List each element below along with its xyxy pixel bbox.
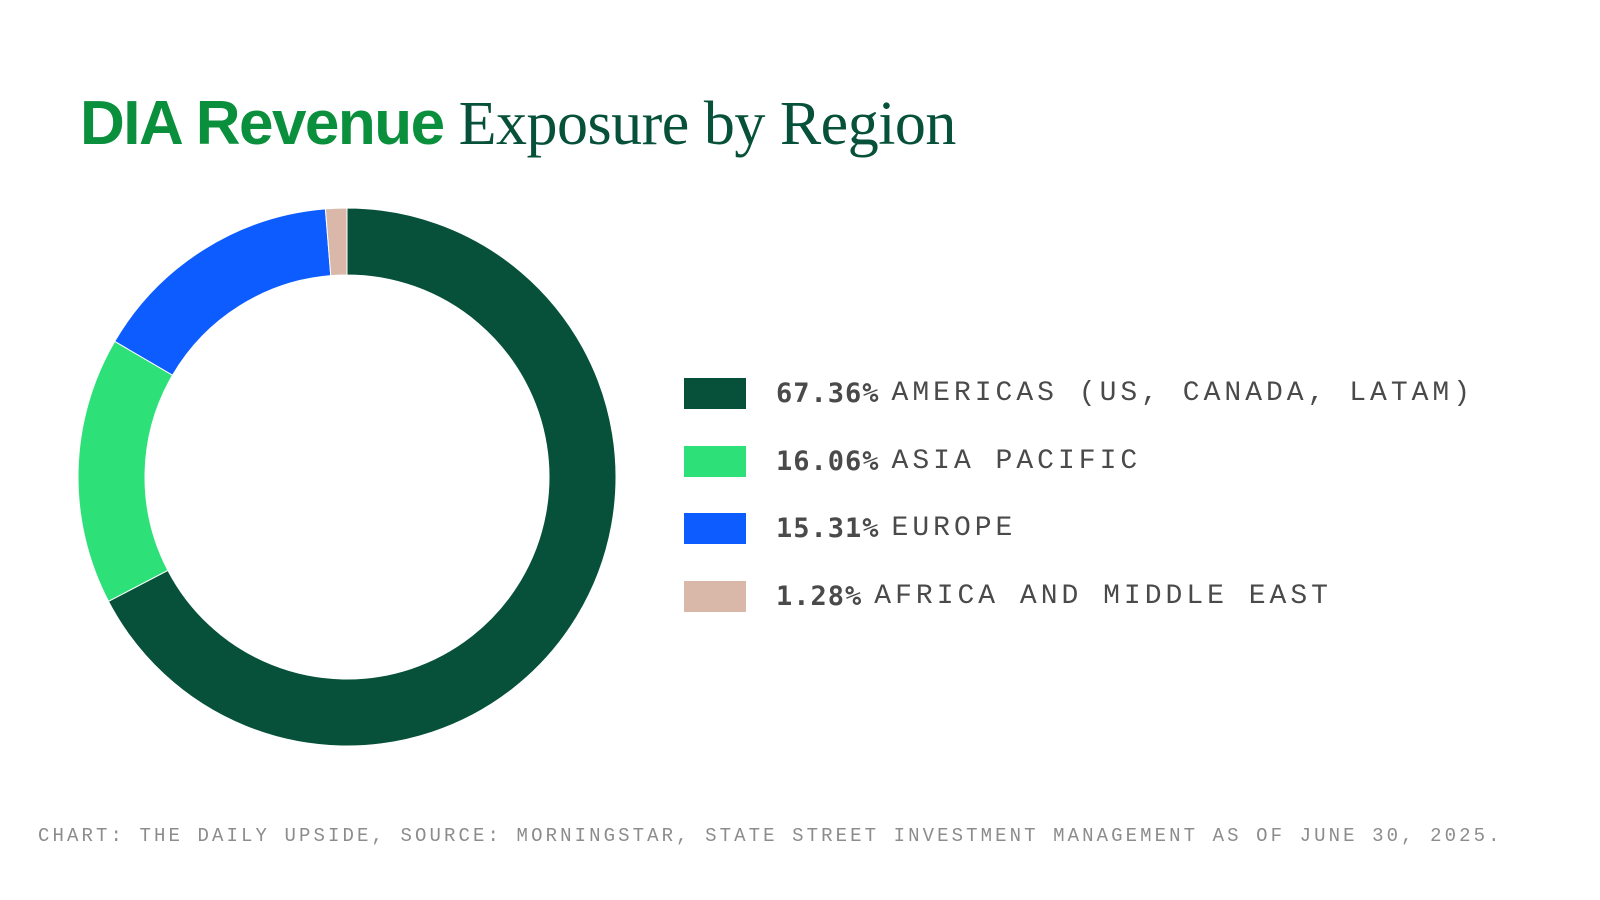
legend-swatch [684, 445, 746, 477]
legend-label: ASIA PACIFIC [891, 445, 1142, 477]
donut-segment-americas-us-canada-latam [107, 207, 617, 747]
legend-label: EUROPE [891, 513, 1017, 545]
legend-value: 1.28% [776, 580, 863, 612]
legend-label: AFRICA AND MIDDLE EAST [874, 580, 1332, 612]
source-note: CHART: THE DAILY UPSIDE, SOURCE: MORNING… [38, 825, 1503, 847]
legend-value: 16.06% [776, 445, 880, 477]
legend-item-asia-pacific: 16.06% ASIA PACIFIC [684, 428, 1474, 496]
legend-swatch [684, 580, 746, 612]
legend: 67.36% AMERICAS (US, CANADA, LATAM) 16.0… [684, 360, 1474, 630]
donut-segment-europe [114, 208, 332, 376]
chart-title-serif: Exposure by Region [458, 90, 957, 158]
legend-swatch [684, 513, 746, 545]
chart-title: DIA Revenue Exposure by Region [80, 88, 956, 160]
legend-value: 15.31% [776, 513, 880, 545]
donut-segment-asia-pacific [77, 340, 174, 603]
legend-swatch [684, 378, 746, 410]
donut-segment-africa-and-middle-east [324, 207, 348, 277]
legend-item-americas: 67.36% AMERICAS (US, CANADA, LATAM) [684, 360, 1474, 428]
legend-item-africa-middle-east: 1.28% AFRICA AND MIDDLE EAST [684, 563, 1474, 631]
donut-chart [77, 207, 617, 747]
legend-label: AMERICAS (US, CANADA, LATAM) [891, 378, 1475, 410]
legend-value: 67.36% [776, 378, 880, 410]
chart-title-bold: DIA Revenue [80, 89, 445, 158]
legend-item-europe: 15.31% EUROPE [684, 495, 1474, 563]
